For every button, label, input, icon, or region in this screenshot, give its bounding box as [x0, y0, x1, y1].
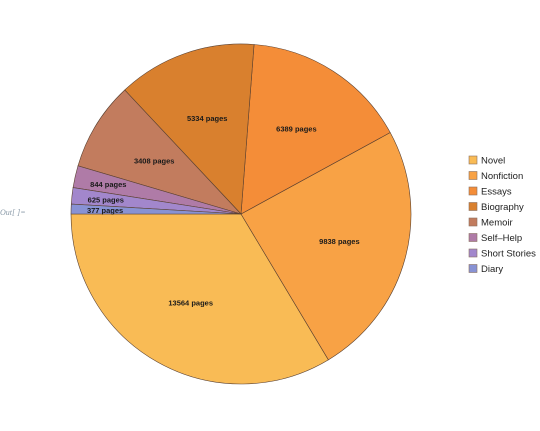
- legend-label-diary: Diary: [481, 264, 503, 275]
- legend-label-novel: Novel: [481, 156, 505, 167]
- pie-slice-novel: [70, 213, 329, 385]
- legend-swatch-biography: [468, 202, 478, 211]
- legend-swatch-diary: [468, 264, 478, 273]
- legend-label-essays: Essays: [481, 187, 512, 198]
- legend-label-nonfiction: Nonfiction: [481, 171, 523, 182]
- slice-label-biography: 5334 pages: [187, 114, 227, 123]
- pie-slice-memoir: [77, 89, 242, 215]
- legend-label-memoir: Memoir: [481, 218, 513, 229]
- slice-label-memoir: 3408 pages: [134, 157, 174, 166]
- legend-swatch-short-stories: [468, 248, 478, 258]
- pie-slice-essays: [240, 44, 391, 215]
- slice-label-novel: 13564 pages: [168, 299, 213, 308]
- legend-label-short-stories: Short Stories: [481, 249, 536, 260]
- slice-label-nonfiction: 9838 pages: [319, 237, 359, 246]
- pie-slice-diary: [70, 203, 242, 215]
- legend-swatch-nonfiction: [468, 171, 478, 180]
- slice-label-essays: 6389 pages: [276, 124, 316, 133]
- pie-slices: [70, 43, 412, 385]
- chart-legend: Novel Nonfiction Essays Biography Memoir Self…: [468, 155, 536, 275]
- pie-slice-nonfiction: [240, 132, 412, 361]
- pie-slice-labels: 13564 pages 9838 pages 6389 pages 5334 page…: [87, 114, 360, 308]
- legend-label-biography: Biography: [481, 202, 524, 213]
- pie-slice-biography: [124, 43, 255, 215]
- legend-swatch-novel: [468, 155, 478, 165]
- legend-swatch-essays: [468, 186, 478, 196]
- output-cell-label: Out[ ]=: [0, 208, 26, 217]
- legend-swatch-self-help: [468, 233, 478, 242]
- slice-label-short-stories: 625 pages: [88, 195, 124, 204]
- legend-swatch-memoir: [468, 217, 478, 227]
- legend-label-self-help: Self–Help: [481, 233, 522, 244]
- slice-label-diary: 377 pages: [87, 206, 123, 215]
- slice-label-self-help: 844 pages: [90, 180, 126, 189]
